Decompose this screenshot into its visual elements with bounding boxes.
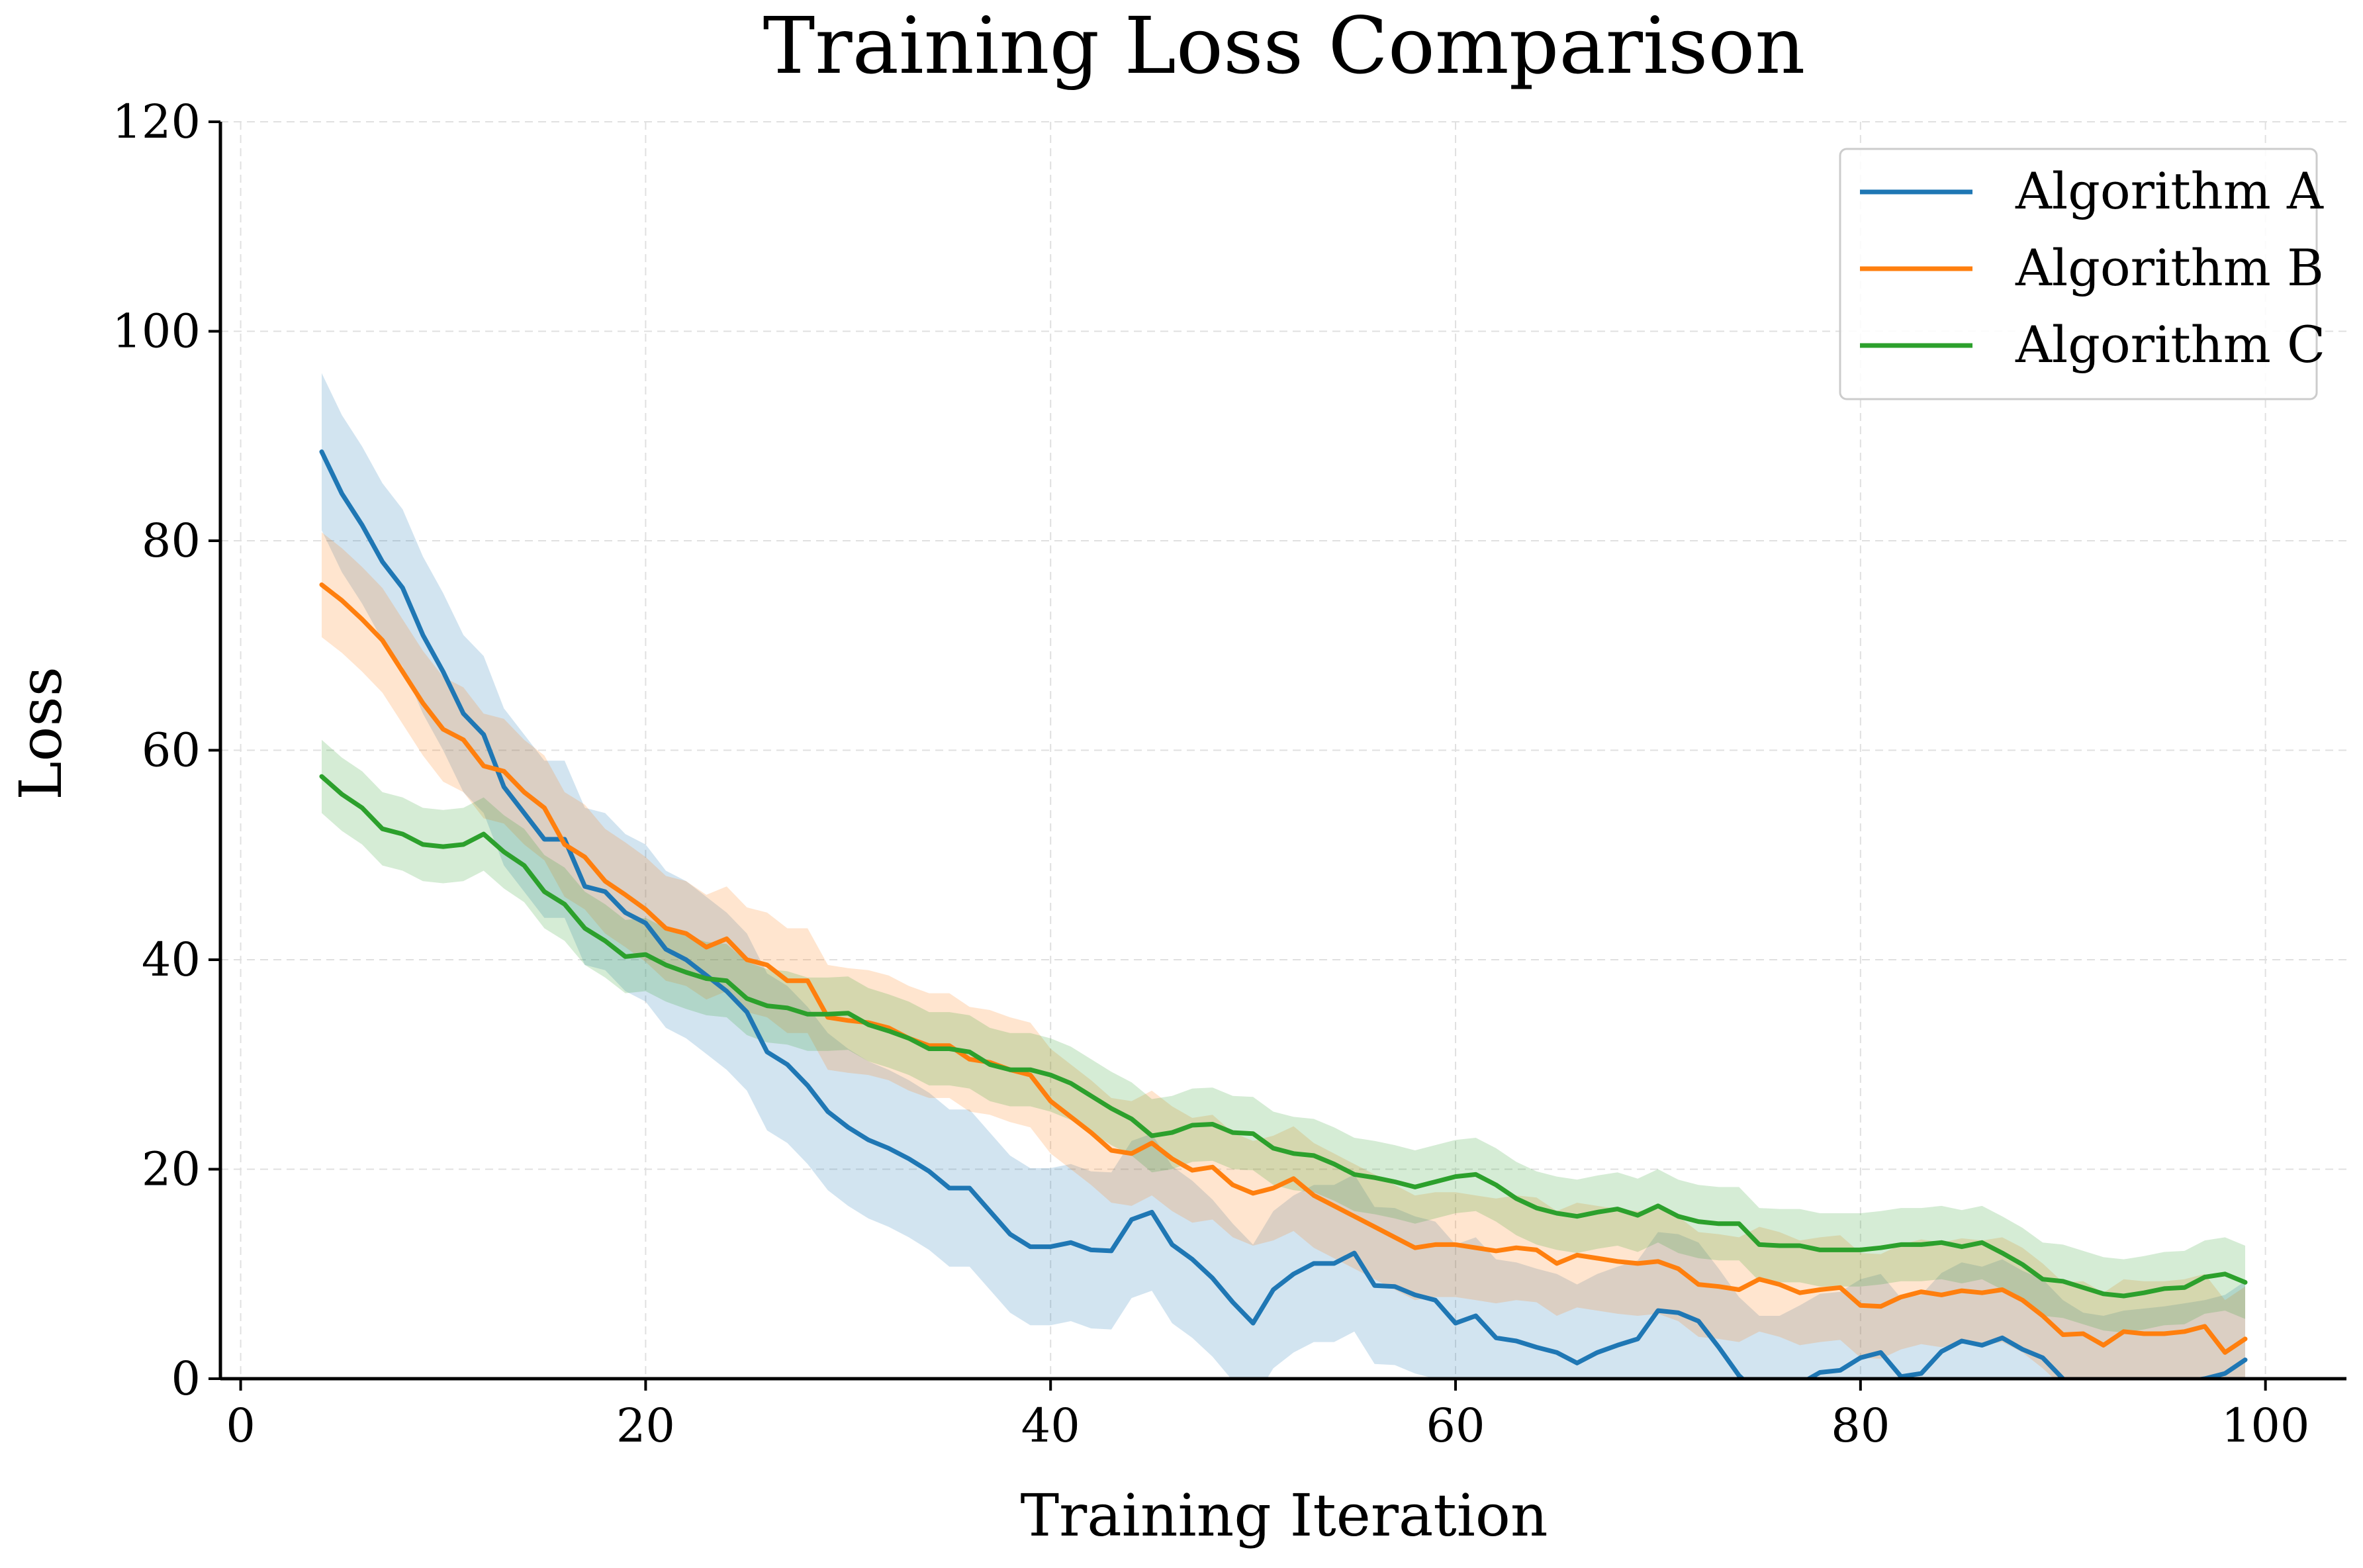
x-tick-label: 20 <box>616 1399 675 1453</box>
y-axis-label: Loss <box>7 667 75 800</box>
y-tick-label: 40 <box>142 933 201 987</box>
legend-box <box>1839 148 2318 400</box>
x-tick-label: 100 <box>2221 1399 2310 1453</box>
confidence-band-3 <box>322 739 2245 1333</box>
y-tick-label: 100 <box>112 304 201 359</box>
series-line-1 <box>319 449 2248 1379</box>
confidence-bands <box>322 373 2245 1379</box>
confidence-band-2 <box>322 532 2245 1379</box>
y-tick-label: 60 <box>142 723 201 778</box>
y-tick-label: 80 <box>142 514 201 568</box>
gridlines <box>220 121 2346 1379</box>
chart-title: Training Loss Comparison <box>763 0 1806 91</box>
y-tick-label: 20 <box>142 1142 201 1197</box>
x-tick-label: 60 <box>1426 1399 1485 1453</box>
legend-label-2: Algorithm B <box>2015 238 2324 297</box>
confidence-band-1 <box>322 373 2245 1379</box>
legend: Algorithm A Algorithm B Algorithm C <box>1839 148 2325 400</box>
y-tick-label: 120 <box>112 95 201 149</box>
legend-label-3: Algorithm C <box>2015 315 2325 374</box>
series-lines <box>319 449 2248 1379</box>
x-tick-label: 80 <box>1831 1399 1890 1453</box>
x-tick-label: 0 <box>226 1399 255 1453</box>
x-tick-label: 40 <box>1021 1399 1080 1453</box>
series-line-3 <box>319 774 2248 1299</box>
x-axis-label: Training Iteration <box>1020 1481 1548 1549</box>
legend-label-1: Algorithm A <box>2015 161 2324 220</box>
series-line-2 <box>319 582 2248 1355</box>
y-tick-label: 0 <box>171 1352 201 1406</box>
tick-labels: 0 20 40 60 80 100 0 20 40 60 80 100 120 <box>112 95 2309 1453</box>
